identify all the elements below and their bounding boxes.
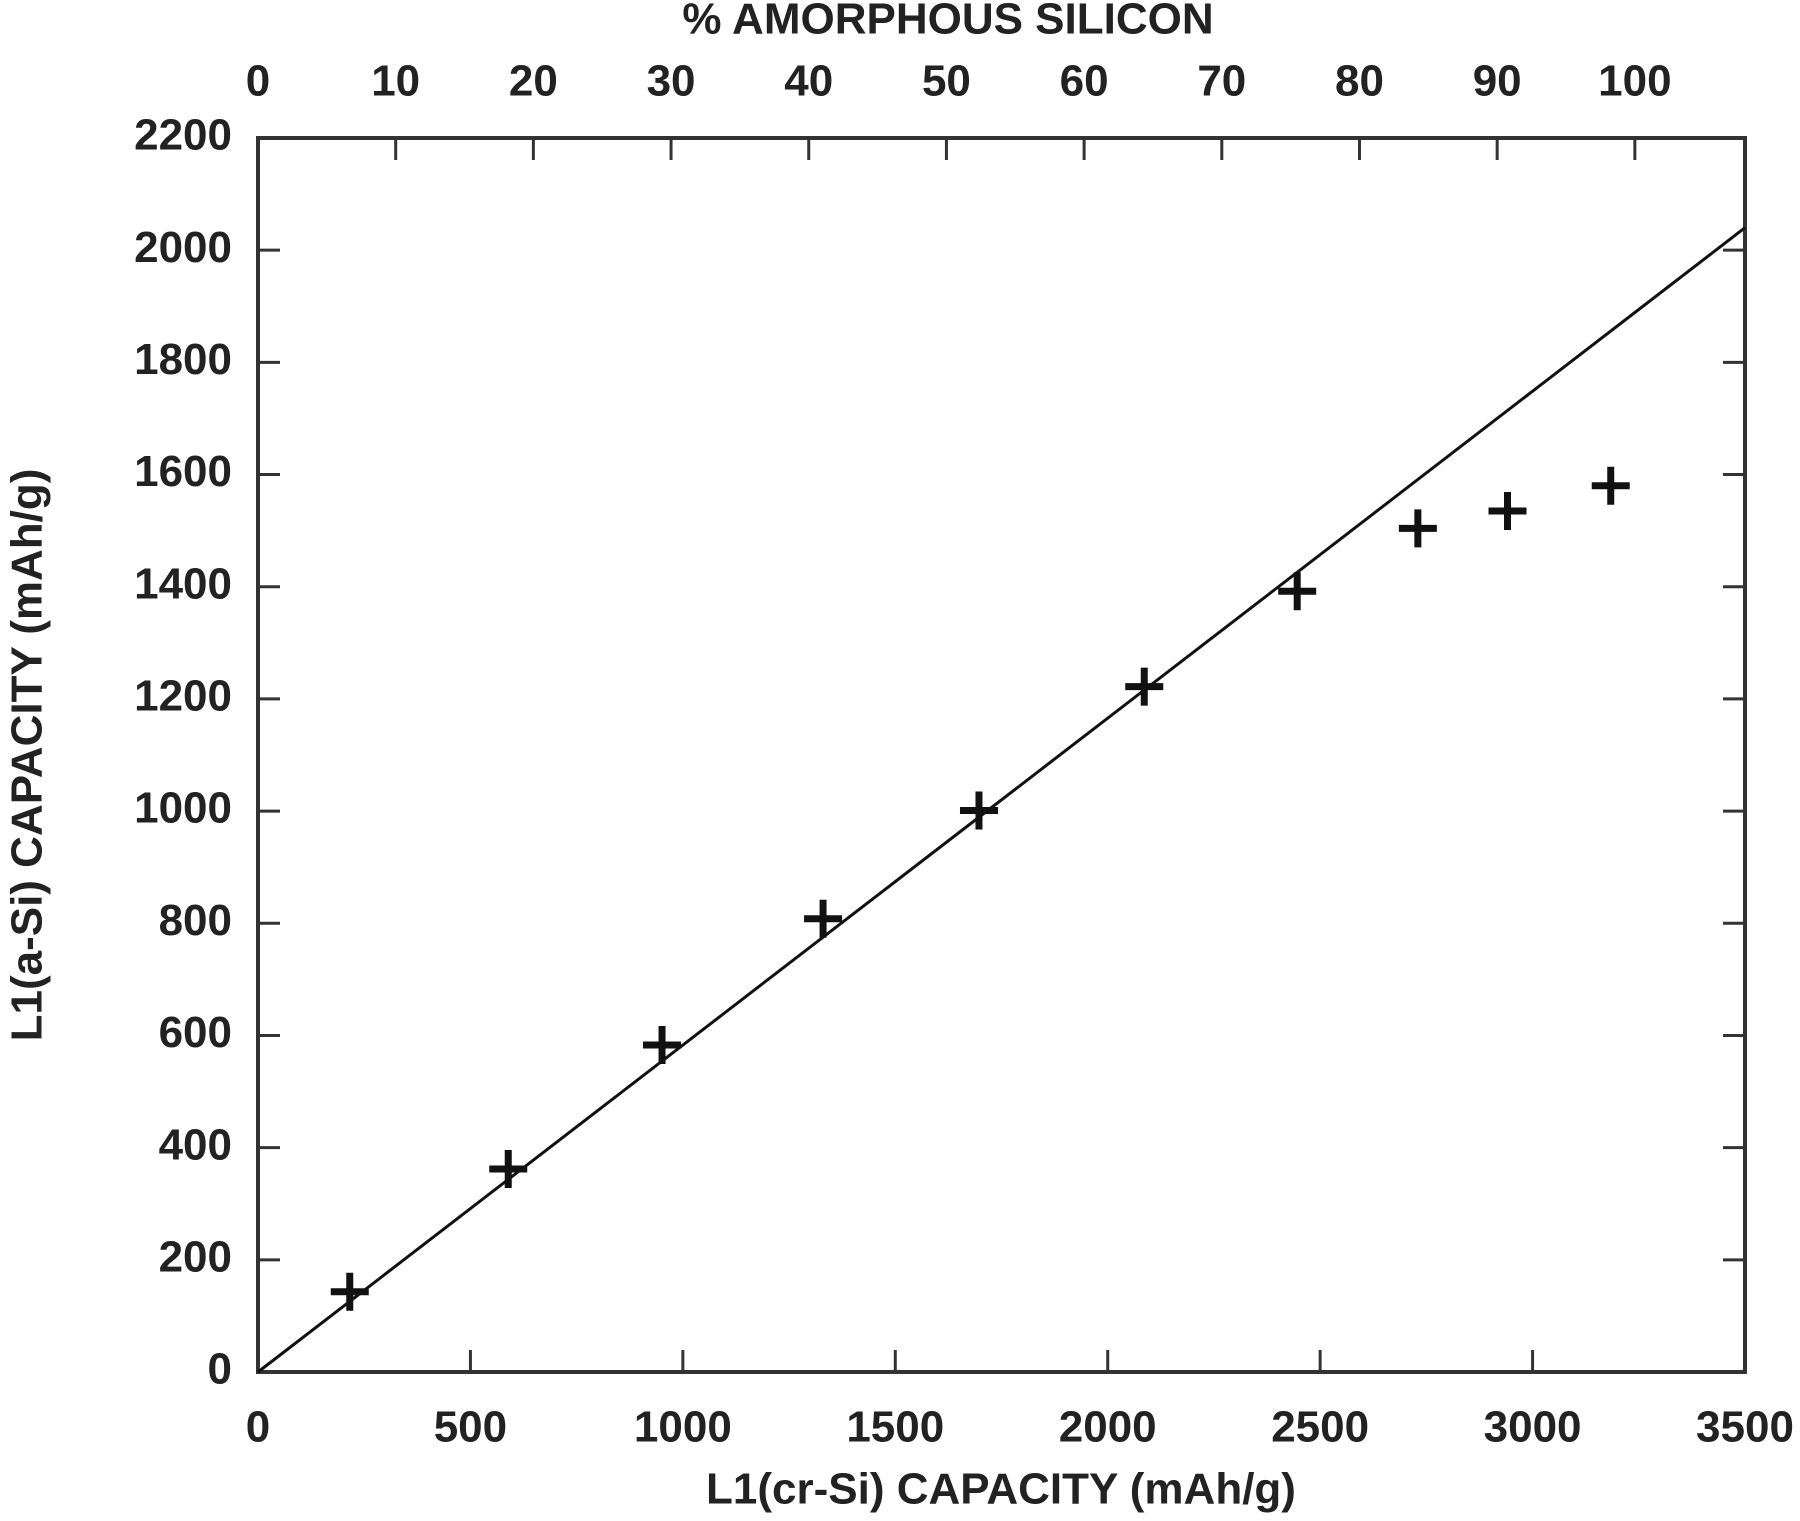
data-point	[959, 791, 998, 830]
top-tick-label: 90	[1473, 57, 1522, 106]
y-tick-label: 1000	[134, 784, 232, 833]
x-tick-label: 3500	[1696, 1403, 1794, 1452]
y-tick-label: 800	[159, 896, 232, 945]
x-tick-label: 500	[434, 1403, 507, 1452]
top-tick-label: 10	[371, 57, 420, 106]
top-tick-label: 50	[922, 57, 971, 106]
top-axis-label: % AMORPHOUS SILICON	[682, 0, 1213, 44]
x-tick-label: 0	[246, 1403, 270, 1452]
data-point	[1278, 572, 1317, 611]
y-tick-label: 1800	[134, 335, 232, 384]
y-tick-label: 1400	[134, 559, 232, 608]
top-tick-label: 80	[1335, 57, 1384, 106]
data-point	[1488, 492, 1527, 531]
x-axis-label: L1(cr-Si) CAPACITY (mAh/g)	[706, 1465, 1296, 1514]
x-tick-label: 1500	[846, 1403, 944, 1452]
y-tick-label: 2200	[134, 111, 232, 160]
plot-frame	[256, 136, 1747, 1374]
top-tick-label: 0	[246, 57, 270, 106]
y-axis-label: L1(a-Si) CAPACITY (mAh/g)	[3, 469, 52, 1042]
y-tick-label: 2000	[134, 223, 232, 272]
x-tick-label: 1000	[634, 1403, 732, 1452]
y-tick-label: 1200	[134, 672, 232, 721]
data-point	[1125, 667, 1164, 706]
y-tick-label: 200	[159, 1232, 232, 1281]
top-tick-label: 60	[1060, 57, 1109, 106]
data-point	[1591, 466, 1630, 505]
x-tick-label: 2000	[1059, 1403, 1157, 1452]
top-tick-label: 70	[1197, 57, 1246, 106]
top-tick-label: 20	[509, 57, 558, 106]
top-tick-label: 40	[784, 57, 833, 106]
y-tick-label: 400	[159, 1120, 232, 1169]
y-tick-label: 1600	[134, 447, 232, 496]
data-point	[1398, 509, 1437, 548]
y-tick-label: 600	[159, 1008, 232, 1057]
data-point	[643, 1025, 682, 1064]
data-point	[804, 899, 843, 938]
top-tick-label: 30	[647, 57, 696, 106]
x-tick-label: 2500	[1271, 1403, 1369, 1452]
y-tick-label: 0	[208, 1345, 232, 1394]
x-tick-label: 3000	[1484, 1403, 1582, 1452]
fit-line	[257, 226, 1746, 1374]
top-tick-label: 100	[1598, 57, 1671, 106]
